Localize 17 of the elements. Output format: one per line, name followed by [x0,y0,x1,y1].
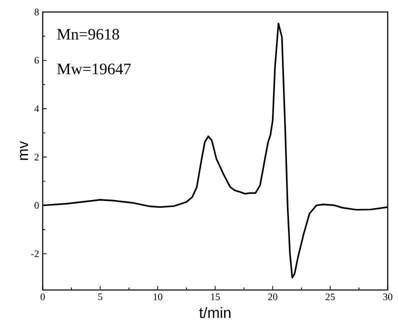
x-axis-title: t/min [199,307,230,318]
y-tick-label: 0 [34,202,39,209]
annotation: Mw=19647 [57,64,131,74]
y-tick-label: 8 [34,8,39,16]
x-tick-label: 30 [383,294,392,300]
y-axis-title: mv [20,141,28,160]
x-tick-label: 0 [40,294,45,300]
y-tick-label: -2 [31,250,39,258]
y-tick-label: 6 [34,57,39,64]
y-tick-label: 2 [34,154,39,160]
x-tick-label: 15 [211,294,220,300]
annotation: Mn=9618 [57,28,120,40]
x-tick-label: 10 [154,294,162,300]
x-tick-label: 5 [98,294,102,300]
x-tick-label: 20 [268,294,278,300]
x-tick-label: 25 [326,294,335,300]
y-tick-label: 4 [34,105,40,112]
